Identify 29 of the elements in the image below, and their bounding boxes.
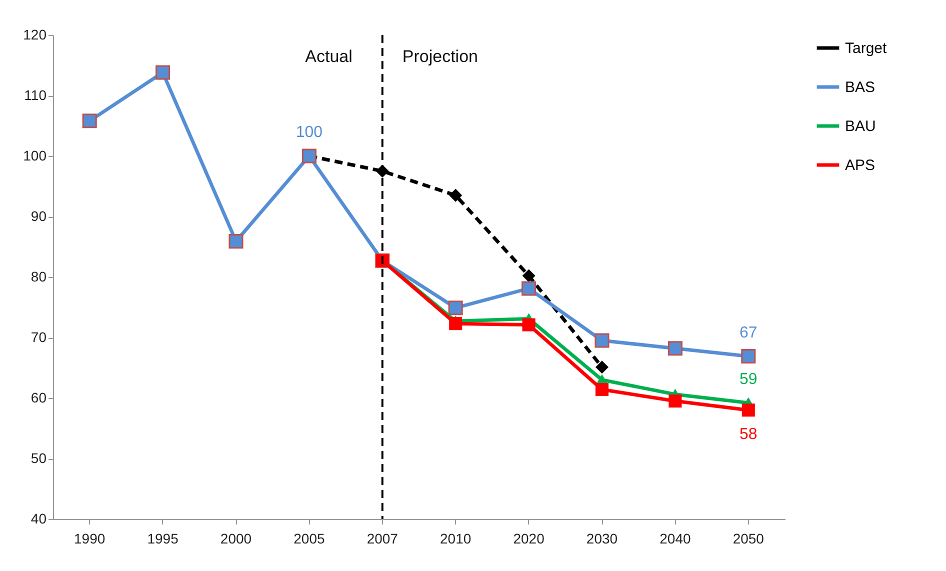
y-tick-label: 60 (30, 390, 47, 406)
y-tick-label: 90 (30, 208, 47, 224)
data-label: 100 (296, 124, 323, 141)
y-tick-label: 100 (23, 148, 47, 164)
legend-label: Target (845, 40, 888, 57)
x-tick-label: 2050 (732, 530, 764, 546)
x-tick-label: 1990 (74, 530, 106, 546)
legend-label: BAS (845, 79, 876, 96)
y-tick-label: 80 (30, 268, 47, 284)
x-tick-label: 2040 (660, 530, 691, 546)
x-tick-label: 1995 (147, 530, 179, 546)
x-tick-label: 2000 (220, 530, 252, 546)
x-tick-label: 2010 (440, 530, 472, 546)
legend-label: BAU (845, 118, 876, 135)
x-tick-label: 2030 (586, 530, 618, 546)
y-tick-label: 120 (23, 26, 47, 42)
legend-label: APS (845, 157, 876, 174)
data-label: 67 (740, 324, 758, 342)
y-tick-label: 50 (30, 450, 47, 466)
y-tick-label: 40 (30, 510, 47, 526)
y-tick-label: 110 (24, 87, 47, 103)
x-tick-label: 2020 (513, 530, 545, 546)
y-tick-label: 70 (30, 329, 47, 345)
annotation: Projection (402, 47, 478, 66)
annotation: Actual (305, 47, 352, 66)
x-tick-label: 2007 (366, 530, 398, 546)
data-label: 59 (740, 370, 758, 388)
x-tick-label: 2005 (294, 530, 325, 546)
data-label: 58 (740, 426, 758, 444)
